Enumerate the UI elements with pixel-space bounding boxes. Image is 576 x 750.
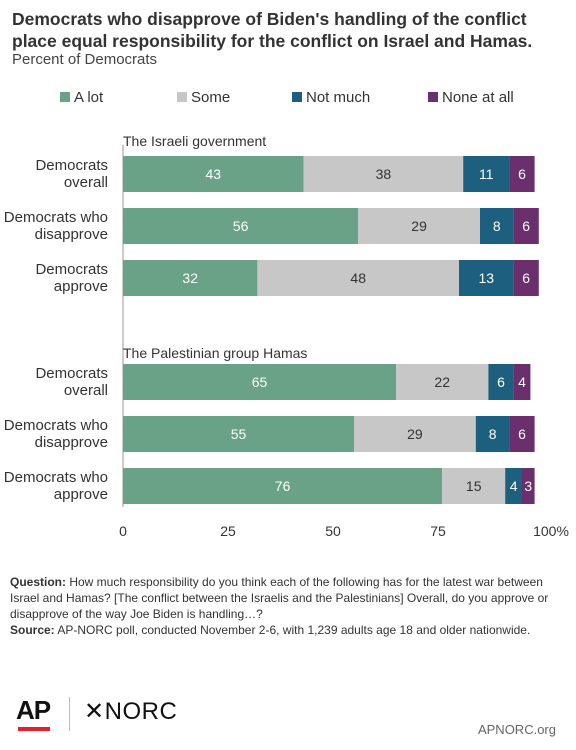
bar-segment xyxy=(509,416,535,452)
row-label: approve xyxy=(54,486,108,503)
footnote: Question: How much responsibility do you… xyxy=(10,574,568,638)
ap-logo: AP xyxy=(16,695,51,725)
bar-segment xyxy=(480,208,514,244)
bar-segment xyxy=(513,364,531,400)
data-label: 6 xyxy=(518,426,526,442)
data-label: 76 xyxy=(275,478,291,494)
group-title: The Palestinian group Hamas xyxy=(123,345,307,361)
data-label: 43 xyxy=(206,166,222,182)
bar-segment xyxy=(475,416,510,452)
bar-segment xyxy=(442,468,506,504)
data-label: 38 xyxy=(376,166,392,182)
bar-segment xyxy=(123,416,354,452)
bar-segment xyxy=(123,364,396,400)
chart-title: Democrats who disapprove of Biden's hand… xyxy=(12,9,533,51)
data-label: 4 xyxy=(510,478,518,494)
x-tick-label: 100% xyxy=(533,523,569,539)
data-label: 6 xyxy=(518,166,526,182)
data-label: 65 xyxy=(252,374,268,390)
data-label: 4 xyxy=(518,374,526,390)
row-label: Democrats who xyxy=(4,469,108,486)
data-label: 15 xyxy=(466,478,482,494)
data-label: 13 xyxy=(479,270,495,286)
bar-segment xyxy=(354,416,476,452)
norc-logo: ✕NORC xyxy=(84,697,177,726)
x-tick-label: 25 xyxy=(220,523,236,539)
legend-label: Some xyxy=(191,89,231,106)
x-tick-label: 0 xyxy=(119,523,127,539)
source-label: Source: xyxy=(10,623,55,637)
bar-segment xyxy=(522,468,535,504)
bar-segment xyxy=(123,156,304,192)
legend-swatch xyxy=(60,92,70,102)
bar-segment xyxy=(463,156,510,192)
norc-mark-icon: ✕ xyxy=(84,698,105,725)
legend-item: None at all xyxy=(428,89,514,106)
logo-divider xyxy=(69,697,70,731)
bar-segment xyxy=(505,468,522,504)
legend-label: None at all xyxy=(442,89,514,106)
data-label: 29 xyxy=(407,426,423,442)
source-text: AP-NORC poll, conducted November 2-6, wi… xyxy=(54,623,531,637)
bar-segment xyxy=(513,260,539,296)
legend-label: A lot xyxy=(74,89,104,106)
data-label: 3 xyxy=(524,478,532,494)
legend-swatch xyxy=(292,92,302,102)
bar-segment xyxy=(488,364,514,400)
data-label: 29 xyxy=(411,218,427,234)
data-label: 48 xyxy=(350,270,366,286)
legend-item: Not much xyxy=(292,89,370,106)
legend-swatch xyxy=(428,92,438,102)
row-label: approve xyxy=(54,278,108,295)
bar-segment xyxy=(123,208,359,244)
bar-segment xyxy=(513,208,539,244)
legend-item: Some xyxy=(177,89,230,106)
legend: A lot Some Not much None at all xyxy=(60,89,570,109)
x-tick-label: 50 xyxy=(325,523,341,539)
x-tick-label: 75 xyxy=(430,523,446,539)
bar-segment xyxy=(303,156,464,192)
data-label: 11 xyxy=(479,166,494,182)
norc-logo-text: NORC xyxy=(104,698,178,725)
question-label: Question: xyxy=(10,575,66,589)
bar-segment xyxy=(509,156,535,192)
legend-item: A lot xyxy=(60,89,103,106)
row-label: Democrats xyxy=(35,365,108,382)
bar-segment xyxy=(459,260,514,296)
data-label: 32 xyxy=(182,270,198,286)
legend-label: Not much xyxy=(306,89,371,106)
bar-segment xyxy=(123,468,443,504)
bar-segment xyxy=(257,260,459,296)
legend-swatch xyxy=(177,92,187,102)
row-label: overall xyxy=(64,174,108,191)
bar-segment xyxy=(358,208,480,244)
row-label: disapprove xyxy=(35,434,108,451)
data-label: 55 xyxy=(231,426,247,442)
row-label: Democrats xyxy=(35,157,108,174)
data-label: 56 xyxy=(233,218,249,234)
chart-subtitle: Percent of Democrats xyxy=(12,51,158,68)
data-label: 6 xyxy=(497,374,505,390)
data-label: 6 xyxy=(522,218,530,234)
bar-segment xyxy=(396,364,489,400)
row-label: overall xyxy=(64,382,108,399)
row-label: Democrats who xyxy=(4,417,108,434)
ap-logo-underline xyxy=(18,727,50,731)
bar-segment xyxy=(123,260,258,296)
row-label: Democrats xyxy=(35,261,108,278)
group-title: The Israeli government xyxy=(123,133,266,149)
row-label: Democrats who xyxy=(4,209,108,226)
data-label: 6 xyxy=(522,270,530,286)
data-label: 8 xyxy=(493,218,501,234)
data-label: 22 xyxy=(434,374,450,390)
question-text: How much responsibility do you think eac… xyxy=(10,575,549,621)
data-label: 8 xyxy=(489,426,497,442)
source-url: APNORC.org xyxy=(477,722,556,737)
row-label: disapprove xyxy=(35,226,108,243)
